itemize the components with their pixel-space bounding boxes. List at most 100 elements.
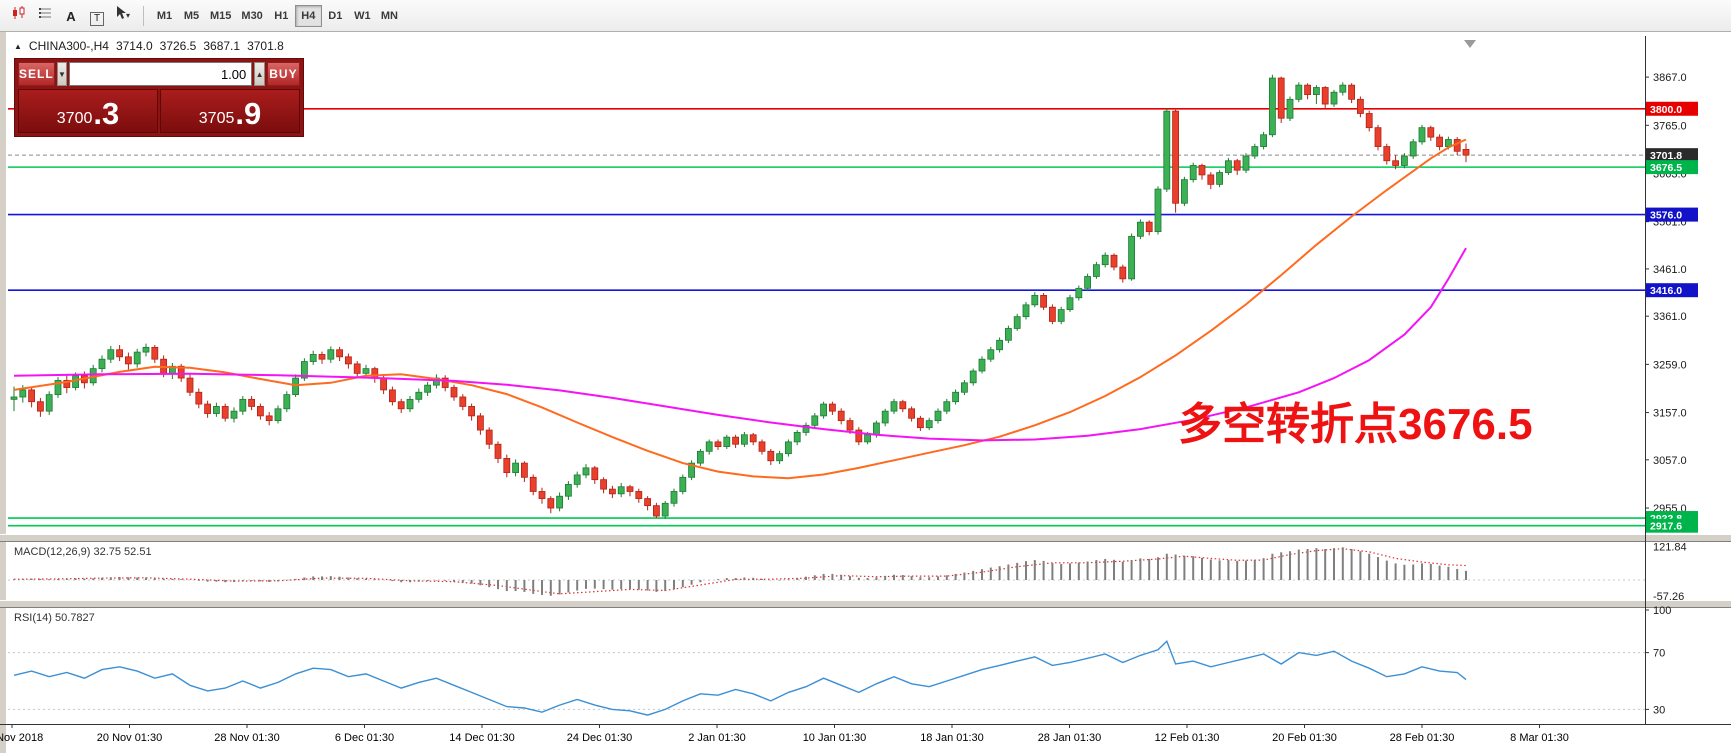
candle	[318, 354, 326, 360]
candle	[785, 441, 792, 455]
candle	[344, 356, 352, 365]
candle	[714, 441, 722, 447]
svg-text:100: 100	[1653, 605, 1671, 617]
buy-price-big: .9	[235, 96, 262, 131]
candle	[151, 346, 159, 360]
svg-text:121.84: 121.84	[1653, 541, 1687, 553]
grid-icon[interactable]	[32, 1, 58, 25]
price-badge	[1646, 101, 1698, 116]
candle	[1075, 287, 1083, 299]
candle	[1189, 165, 1197, 181]
candle	[1365, 113, 1373, 129]
candle	[573, 474, 581, 485]
svg-text:▾: ▾	[126, 11, 130, 20]
sell-price-display[interactable]: 3700 .3	[18, 89, 158, 133]
price-line-3576.0: 3576.0	[8, 207, 1698, 222]
candle	[1330, 91, 1338, 105]
candle	[538, 491, 546, 499]
volume-input[interactable]	[69, 62, 253, 86]
timeframe-D1[interactable]: D1	[328, 9, 343, 22]
candle	[846, 420, 854, 431]
time-label: 6 Dec 01:30	[335, 732, 394, 744]
candles-style-icon[interactable]	[6, 1, 32, 25]
candle	[899, 401, 907, 410]
candle	[582, 467, 590, 476]
chart-shift-triangle[interactable]	[1464, 40, 1476, 48]
candle	[1313, 87, 1320, 95]
timeframe-H1[interactable]: H1	[274, 9, 289, 22]
ohlc-high: 3726.5	[159, 39, 197, 53]
candle	[1348, 84, 1355, 100]
candle	[609, 488, 616, 495]
candle	[1286, 98, 1294, 119]
toolbar: A T ▾ M1 M5 M15 M30 H1 H4 D1 W1 MN	[0, 0, 1731, 32]
candle	[1145, 221, 1153, 233]
candle	[1128, 235, 1135, 280]
svg-text:3416.0: 3416.0	[1650, 285, 1682, 297]
candle	[125, 356, 132, 365]
font-tool-icon[interactable]: A	[66, 8, 76, 24]
timeframe-W1[interactable]: W1	[354, 9, 371, 22]
time-axis[interactable]: 12 Nov 2018 20 Nov 01:30 28 Nov 01:30 6 Dec…	[0, 724, 1569, 744]
candle	[688, 462, 695, 478]
symbol-name: CHINA300-,H4	[28, 39, 109, 53]
candle	[943, 401, 951, 412]
candle	[1233, 160, 1241, 171]
candle	[1216, 172, 1223, 185]
candle	[626, 486, 634, 492]
text-box-tool-icon[interactable]: T	[84, 7, 110, 31]
volume-up-button[interactable]: ▲	[254, 62, 265, 86]
candle	[1277, 77, 1285, 119]
price-line-3416.0: 3416.0	[8, 283, 1698, 297]
rsi-panel: RSI(14) 50.7827 100 70 30	[8, 605, 1671, 716]
volume-down-button[interactable]: ▼	[56, 62, 68, 86]
cursor-tool-icon[interactable]: ▾	[110, 1, 136, 25]
sell-button[interactable]: SELL	[18, 62, 55, 86]
ohlc-open: 3714.0	[115, 39, 153, 53]
candle	[1392, 160, 1399, 166]
time-label: 10 Jan 01:30	[803, 732, 867, 744]
chart-canvas[interactable]: 3867.03765.03663.03561.03461.03361.03259…	[0, 32, 1731, 753]
toolbar-separator	[143, 5, 144, 26]
time-label: 12 Nov 2018	[0, 732, 43, 744]
candle	[1401, 155, 1408, 166]
time-label: 14 Dec 01:30	[449, 732, 514, 744]
candle	[758, 441, 766, 452]
candle	[908, 408, 915, 419]
candle	[1005, 328, 1012, 341]
candle	[485, 429, 493, 445]
timeframe-group: M1 M5 M15 M30 H1 H4 D1 W1 MN	[151, 4, 403, 27]
panel-splitter[interactable]	[0, 534, 1731, 542]
candle	[1339, 84, 1347, 93]
candle	[1321, 87, 1329, 105]
candle	[1198, 165, 1206, 176]
timeframe-M1[interactable]: M1	[156, 9, 173, 22]
timeframe-M5[interactable]: M5	[183, 9, 200, 22]
macd-histogram	[13, 547, 1467, 596]
candle	[644, 498, 651, 507]
buy-price-display[interactable]: 3705 .9	[160, 89, 300, 133]
symbol-header: ▲ CHINA300-,H4 3714.0 3726.5 3687.1 3701…	[14, 39, 284, 53]
candle	[1242, 155, 1250, 171]
timeframe-MN[interactable]: MN	[380, 9, 398, 22]
timeframe-M30[interactable]: M30	[241, 9, 263, 22]
candle	[1295, 84, 1303, 100]
candle	[864, 434, 871, 443]
candle	[1154, 188, 1162, 233]
ohlc-low: 3687.1	[203, 39, 241, 53]
timeframe-H4[interactable]: H4	[294, 4, 322, 27]
candle	[855, 429, 863, 443]
panel-splitter[interactable]	[0, 600, 1731, 608]
candle	[415, 391, 423, 400]
svg-text:3867.0: 3867.0	[1653, 72, 1687, 84]
panel-toggle-icon[interactable]: ▲	[14, 41, 22, 51]
price-badge	[1646, 283, 1698, 298]
candle	[1101, 254, 1109, 266]
time-label: 28 Feb 01:30	[1390, 732, 1455, 744]
timeframe-M15[interactable]: M15	[210, 9, 232, 22]
candle	[820, 403, 827, 417]
buy-button[interactable]: BUY	[266, 62, 300, 86]
svg-text:3361.0: 3361.0	[1653, 311, 1687, 323]
candle	[829, 403, 836, 412]
